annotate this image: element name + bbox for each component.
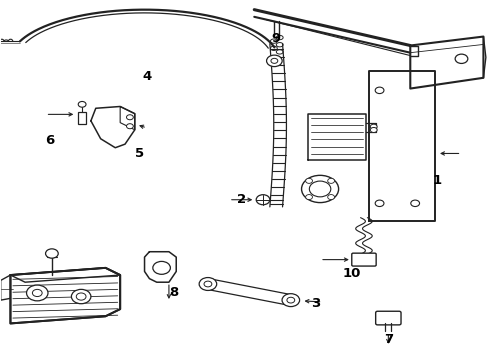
Circle shape [26,285,48,301]
Circle shape [369,124,376,129]
Circle shape [256,195,269,205]
Circle shape [45,249,58,258]
FancyBboxPatch shape [375,311,400,325]
Circle shape [76,293,86,300]
Circle shape [454,54,467,63]
Circle shape [71,289,91,304]
Text: 10: 10 [342,267,360,280]
Circle shape [410,200,419,207]
Text: 9: 9 [271,32,280,45]
Circle shape [305,194,312,199]
Polygon shape [10,268,120,323]
Circle shape [32,289,42,297]
Circle shape [286,297,294,303]
Circle shape [199,278,216,291]
Circle shape [305,178,312,183]
FancyBboxPatch shape [351,253,375,266]
Circle shape [266,55,282,67]
Text: 7: 7 [383,333,392,346]
Circle shape [301,175,338,203]
Circle shape [78,102,86,107]
Text: 4: 4 [142,69,151,82]
Text: 8: 8 [169,287,178,300]
Circle shape [327,194,334,199]
Circle shape [153,261,170,274]
Text: 3: 3 [310,297,319,310]
Circle shape [374,200,383,207]
Circle shape [126,115,133,120]
Circle shape [374,87,383,94]
Circle shape [369,127,376,132]
Text: 2: 2 [237,193,246,206]
Text: 1: 1 [432,174,441,186]
Bar [78,112,86,125]
Text: 6: 6 [45,134,54,147]
Circle shape [282,294,299,307]
Circle shape [126,124,133,129]
Text: 5: 5 [135,147,144,159]
Circle shape [203,281,211,287]
Circle shape [327,178,334,183]
Circle shape [309,181,330,197]
Circle shape [270,58,277,63]
